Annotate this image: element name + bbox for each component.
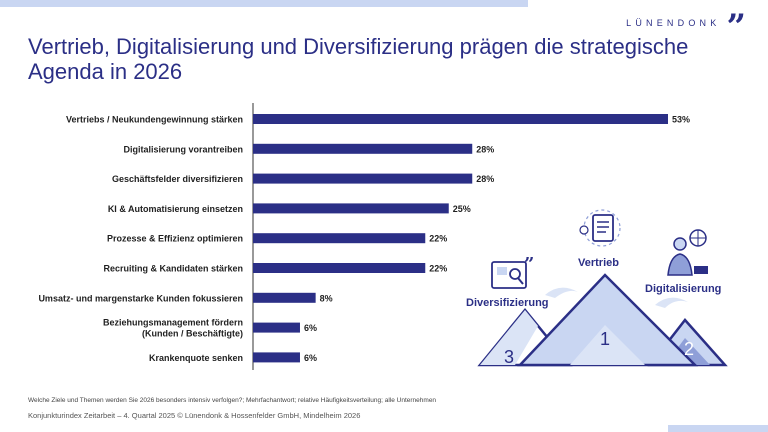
- value-label-7: 6%: [304, 323, 317, 333]
- rank-digitalisierung: 2: [684, 339, 694, 359]
- footnote: Welche Ziele und Themen werden Sie 2026 …: [28, 397, 437, 404]
- diversifizierung-icon: ”: [491, 254, 534, 289]
- category-label-line: (Kunden / Beschäftigte): [142, 329, 243, 339]
- brand-logo: LÜNENDONK ”: [626, 7, 746, 47]
- category-label-6: Umsatz- und margenstarke Kunden fokussie…: [38, 293, 243, 303]
- bar-5: [253, 263, 426, 273]
- bar-7: [253, 322, 300, 333]
- category-label-line: Geschäftsfelder diversifizieren: [112, 174, 243, 184]
- category-label-line: Prozesse & Effizienz optimieren: [107, 234, 243, 244]
- bar-3: [253, 203, 449, 214]
- bar-2: [253, 173, 473, 184]
- top-accent-bar: [0, 0, 528, 7]
- category-label-1: Digitalisierung vorantreiben: [123, 144, 243, 154]
- category-label-line: KI & Automatisierung einsetzen: [108, 204, 243, 214]
- category-label-8: Krankenquote senken: [149, 353, 243, 363]
- value-label-3: 25%: [453, 204, 471, 214]
- digitalisierung-icon: [667, 229, 708, 276]
- category-label-4: Prozesse & Effizienz optimieren: [107, 234, 243, 244]
- vertrieb-icon: [579, 209, 621, 247]
- bar-8: [253, 352, 300, 363]
- brand-quote-mark: ”: [726, 7, 746, 47]
- mountain-center-shade: [570, 325, 645, 365]
- mountain-left-shade: [480, 310, 538, 365]
- category-label-line: Umsatz- und margenstarke Kunden fokussie…: [38, 293, 243, 303]
- cloud-left: [545, 287, 578, 298]
- svg-text:”: ”: [524, 254, 534, 275]
- category-label-line: Digitalisierung vorantreiben: [123, 144, 243, 154]
- value-label-8: 6%: [304, 353, 317, 363]
- cloud-right: [655, 297, 688, 308]
- category-label-5: Recruiting & Kandidaten stärken: [103, 264, 243, 274]
- value-label-2: 28%: [476, 174, 494, 184]
- category-label-3: KI & Automatisierung einsetzen: [108, 204, 243, 214]
- category-label-2: Geschäftsfelder diversifizieren: [112, 174, 243, 184]
- bar-1: [253, 143, 473, 154]
- category-label-line: Vertriebs / Neukundengewinnung stärken: [66, 115, 243, 125]
- value-label-1: 28%: [476, 144, 494, 154]
- value-label-0: 53%: [672, 115, 690, 125]
- bar-4: [253, 233, 426, 244]
- category-label-0: Vertriebs / Neukundengewinnung stärken: [66, 115, 243, 125]
- category-label-line: Recruiting & Kandidaten stärken: [103, 264, 243, 274]
- category-label-7: Beziehungsmanagement fördern (Kunden / Be…: [103, 318, 243, 339]
- page-title: Vertrieb, Digitalisierung und Diversifiz…: [28, 34, 689, 84]
- category-label-line: Krankenquote senken: [149, 353, 243, 363]
- value-label-4: 22%: [429, 234, 447, 244]
- label-diversifizierung: Diversifizierung: [466, 297, 549, 309]
- category-label-line: Beziehungsmanagement fördern: [103, 318, 243, 328]
- mountain-illustration: 1 2 3 Vertrieb Digitalisierung Diversifi…: [466, 209, 728, 367]
- rank-vertrieb: 1: [600, 329, 610, 349]
- value-label-5: 22%: [429, 264, 447, 274]
- bottom-accent-bar: [668, 425, 768, 432]
- source-line: Konjunkturindex Zeitarbeit – 4. Quartal …: [28, 411, 361, 420]
- bar-0: [253, 114, 668, 124]
- rank-diversifizierung: 3: [504, 347, 514, 367]
- brand-name: LÜNENDONK: [626, 18, 721, 28]
- label-vertrieb: Vertrieb: [578, 257, 619, 269]
- label-digitalisierung: Digitalisierung: [645, 283, 721, 295]
- value-label-6: 8%: [320, 293, 333, 303]
- bar-6: [253, 292, 316, 303]
